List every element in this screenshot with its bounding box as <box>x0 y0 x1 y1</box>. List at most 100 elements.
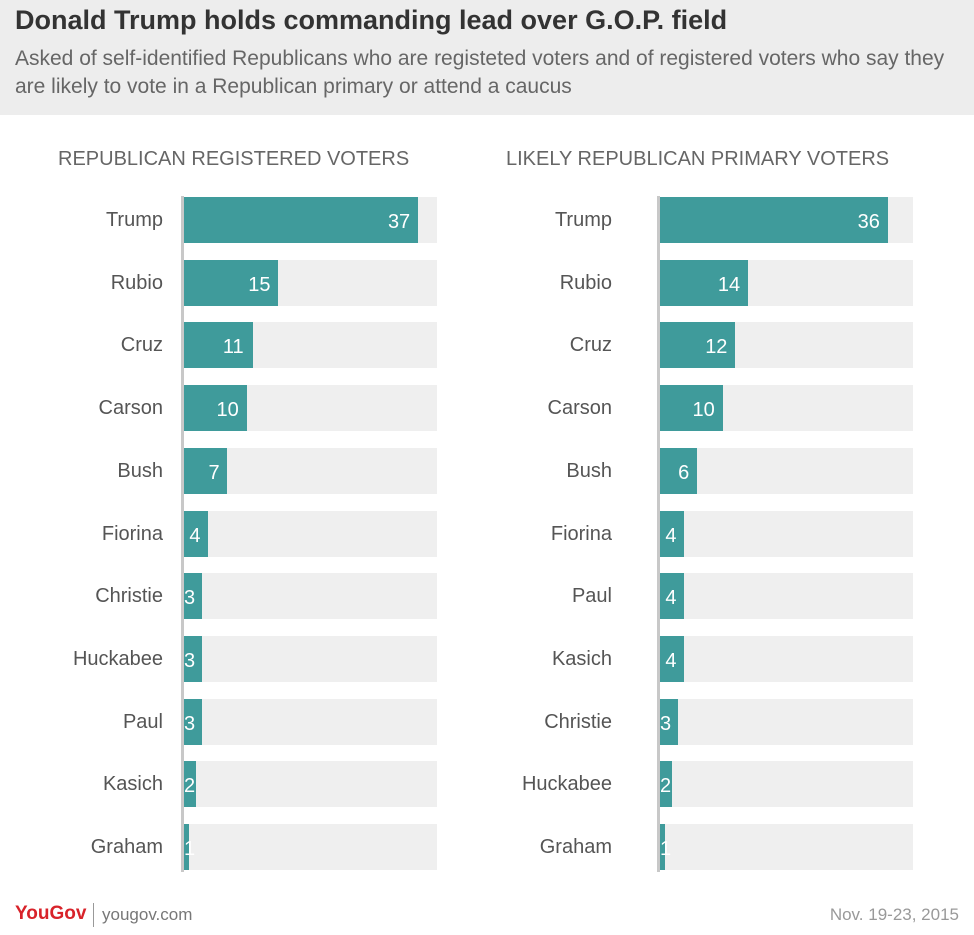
panel-registered-voters: REPUBLICAN REGISTERED VOTERS Trump 37 Rubi… <box>0 140 470 880</box>
bar <box>659 635 685 682</box>
bar-track: 3 <box>183 635 437 682</box>
bar-track: 12 <box>659 322 913 369</box>
logo-text: YouGov <box>15 903 87 924</box>
category-label: Trump <box>105 209 163 231</box>
bar <box>659 824 666 870</box>
bar <box>183 259 279 306</box>
category-label: Huckabee <box>72 647 163 670</box>
data-label: 4 <box>665 649 677 672</box>
bar <box>183 573 203 620</box>
bar-row: Kasich 4 <box>476 635 946 682</box>
chart-subtitle: Asked of self-identified Republicans who… <box>15 47 945 98</box>
bar-track: 3 <box>659 698 913 745</box>
category-label: Christie <box>95 585 163 608</box>
bar-row: Huckabee 3 <box>0 635 470 682</box>
data-label: 7 <box>208 461 220 484</box>
bar-track: 10 <box>659 385 913 432</box>
bar-row: Fiorina 4 <box>476 510 946 557</box>
bar <box>183 635 203 682</box>
bar-track: 15 <box>183 259 437 306</box>
header: Donald Trump holds commanding lead over … <box>0 0 974 115</box>
bar <box>659 385 723 432</box>
bar-row: Carson 10 <box>476 385 946 432</box>
bar-track: 3 <box>183 698 437 745</box>
axis-line <box>181 196 184 872</box>
category-label: Trump <box>554 209 612 231</box>
category-label: Cruz <box>120 334 163 357</box>
bar <box>183 447 228 494</box>
category-label: Paul <box>571 585 612 608</box>
data-label: 1 <box>184 838 196 860</box>
bar <box>183 698 203 745</box>
bar-track: 1 <box>183 824 437 870</box>
bar-track: 6 <box>659 447 913 494</box>
category-label: Christie <box>544 710 612 733</box>
panel-likely-primary-voters: LIKELY REPUBLICAN PRIMARY VOTERS Trump 36… <box>476 140 946 880</box>
bar <box>659 447 698 494</box>
bar-row: Paul 3 <box>0 698 470 745</box>
bar <box>659 322 736 369</box>
chart-title: Donald Trump holds commanding lead over … <box>15 5 728 35</box>
bar-track: 4 <box>659 573 913 620</box>
data-label: 3 <box>184 587 196 610</box>
category-label: Carson <box>547 397 612 420</box>
bar-track: 11 <box>183 322 437 369</box>
bar-row: Rubio 15 <box>0 259 470 306</box>
bar-row: Christie 3 <box>476 698 946 745</box>
data-label: 4 <box>189 524 201 547</box>
bar-track: 4 <box>659 510 913 557</box>
bar-row: Trump 37 <box>0 197 470 243</box>
footer-divider <box>93 903 94 927</box>
footer-site-link[interactable]: yougov.com <box>102 905 193 924</box>
data-label: 4 <box>665 587 677 610</box>
bar <box>659 761 672 808</box>
panel-title: LIKELY REPUBLICAN PRIMARY VOTERS <box>506 148 890 170</box>
data-label: 12 <box>705 336 728 359</box>
bar-track: 3 <box>183 573 437 620</box>
data-label: 3 <box>184 649 196 672</box>
bar <box>659 698 679 745</box>
data-label: 2 <box>660 775 672 798</box>
bar <box>659 259 748 306</box>
category-label: Graham <box>539 836 612 858</box>
data-label: 3 <box>184 712 196 735</box>
category-label: Kasich <box>551 647 612 670</box>
bar-track: 2 <box>659 761 913 808</box>
category-label: Fiorina <box>101 522 163 545</box>
bar <box>183 197 418 243</box>
bar <box>659 510 685 557</box>
bar-row: Paul 4 <box>476 573 946 620</box>
bar-track: 14 <box>659 259 913 306</box>
data-label: 14 <box>717 273 741 296</box>
bar-row: Bush 7 <box>0 447 470 494</box>
bar-track: 2 <box>183 761 437 808</box>
bar-row: Cruz 12 <box>476 322 946 369</box>
bar-row: Trump 36 <box>476 197 946 243</box>
data-label: 6 <box>678 461 690 484</box>
data-label: 10 <box>216 399 239 422</box>
category-label: Fiorina <box>550 522 612 545</box>
bar-track: 37 <box>183 197 437 243</box>
bar-row: Fiorina 4 <box>0 510 470 557</box>
bar-row: Christie 3 <box>0 573 470 620</box>
axis-line <box>657 196 660 872</box>
data-label: 1 <box>660 838 672 860</box>
yougov-logo[interactable]: YouGov <box>15 903 86 925</box>
data-label: 15 <box>248 273 271 296</box>
bar-row: Kasich 2 <box>0 761 470 808</box>
bar-row: Rubio 14 <box>476 259 946 306</box>
bar-track: 7 <box>183 447 437 494</box>
bar-row: Graham 1 <box>476 824 946 870</box>
bar <box>183 385 247 432</box>
category-label: Huckabee <box>521 773 612 796</box>
bar-row: Cruz 11 <box>0 322 470 369</box>
bar-row: Bush 6 <box>476 447 946 494</box>
bar-row: Carson 10 <box>0 385 470 432</box>
panel-title: REPUBLICAN REGISTERED VOTERS <box>58 148 410 170</box>
bar-row: Graham 1 <box>0 824 470 870</box>
category-label: Carson <box>98 397 163 420</box>
footer-date: Nov. 19-23, 2015 <box>829 905 959 924</box>
bar <box>183 322 253 369</box>
data-label: 10 <box>692 399 715 422</box>
category-label: Graham <box>90 836 163 858</box>
